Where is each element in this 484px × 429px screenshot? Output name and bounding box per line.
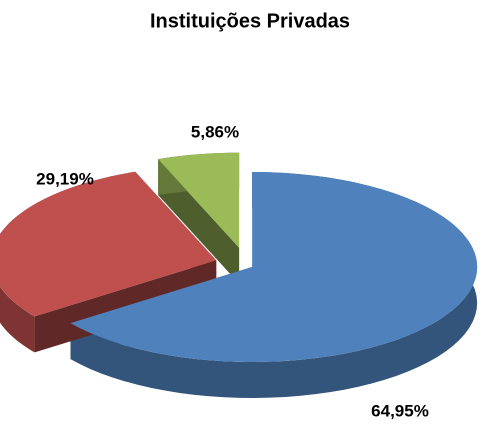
slice bbox=[0, 171, 217, 317]
data-label: 64,95% bbox=[371, 401, 429, 420]
data-label: 5,86% bbox=[191, 122, 239, 141]
slice bbox=[158, 152, 240, 248]
data-label: 29,19% bbox=[36, 169, 94, 188]
chart-title: Instituições Privadas bbox=[150, 10, 350, 32]
slice bbox=[70, 171, 478, 362]
slice-tops bbox=[0, 152, 478, 362]
slice-side bbox=[70, 171, 478, 398]
